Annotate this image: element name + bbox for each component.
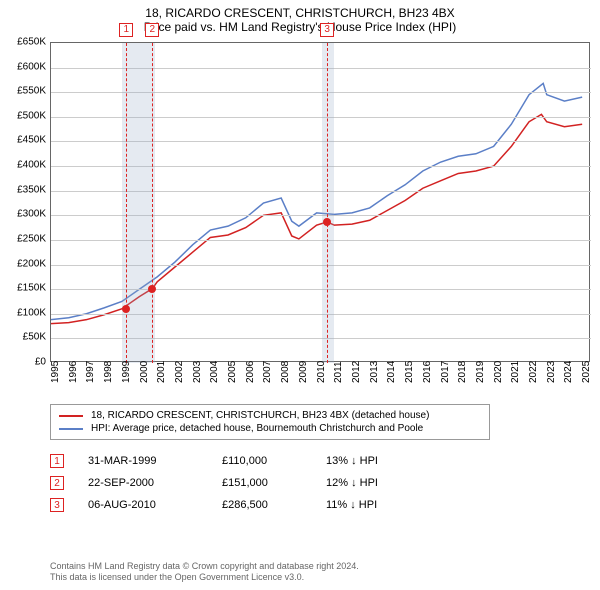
- x-tick-label: 2016: [422, 361, 433, 383]
- x-tick-label: 2003: [192, 361, 203, 383]
- y-tick-label: £650K: [2, 37, 46, 48]
- y-tick-label: £0: [2, 357, 46, 368]
- y-tick-label: £450K: [2, 135, 46, 146]
- legend-item-property: 18, RICARDO CRESCENT, CHRISTCHURCH, BH23…: [59, 409, 481, 422]
- x-tick-label: 2012: [351, 361, 362, 383]
- legend-label-hpi: HPI: Average price, detached house, Bour…: [91, 423, 423, 434]
- transaction-date: 22-SEP-2000: [88, 477, 198, 489]
- transaction-price: £151,000: [222, 477, 302, 489]
- x-tick-label: 2024: [563, 361, 574, 383]
- attribution: Contains HM Land Registry data © Crown c…: [50, 561, 570, 584]
- transaction-delta: 11% ↓ HPI: [326, 499, 416, 511]
- x-tick-label: 2004: [209, 361, 220, 383]
- x-tick-label: 2000: [139, 361, 150, 383]
- plot-area: 123: [50, 42, 590, 362]
- x-tick-label: 2001: [156, 361, 167, 383]
- x-tick-label: 1999: [121, 361, 132, 383]
- legend: 18, RICARDO CRESCENT, CHRISTCHURCH, BH23…: [50, 404, 490, 440]
- x-tick-label: 2017: [440, 361, 451, 383]
- footer-line2: This data is licensed under the Open Gov…: [50, 572, 570, 584]
- transaction-price: £110,000: [222, 455, 302, 467]
- legend-item-hpi: HPI: Average price, detached house, Bour…: [59, 422, 481, 435]
- transaction-row: 1 31-MAR-1999 £110,000 13% ↓ HPI: [50, 450, 550, 472]
- y-tick-label: £550K: [2, 86, 46, 97]
- transactions-table: 1 31-MAR-1999 £110,000 13% ↓ HPI 2 22-SEP-200…: [50, 450, 550, 516]
- transaction-badge: 3: [50, 498, 64, 512]
- transaction-price: £286,500: [222, 499, 302, 511]
- y-tick-label: £500K: [2, 110, 46, 121]
- transaction-delta: 12% ↓ HPI: [326, 477, 416, 489]
- x-tick-label: 2025: [581, 361, 592, 383]
- legend-label-property: 18, RICARDO CRESCENT, CHRISTCHURCH, BH23…: [91, 410, 429, 421]
- chart: 123 199519961997199819992000200120022003…: [50, 42, 590, 362]
- x-tick-label: 1995: [50, 361, 61, 383]
- y-tick-label: £250K: [2, 233, 46, 244]
- event-dot-3: [323, 218, 331, 226]
- y-tick-label: £300K: [2, 209, 46, 220]
- event-marker-3: 3: [320, 23, 334, 37]
- event-dot-1: [122, 305, 130, 313]
- event-line: [126, 43, 127, 363]
- x-tick-label: 2023: [546, 361, 557, 383]
- x-tick-label: 2010: [316, 361, 327, 383]
- y-tick-label: £350K: [2, 184, 46, 195]
- page-subtitle: Price paid vs. HM Land Registry's House …: [0, 20, 600, 38]
- y-tick-label: £100K: [2, 307, 46, 318]
- y-tick-label: £150K: [2, 283, 46, 294]
- x-tick-label: 2005: [227, 361, 238, 383]
- x-tick-label: 1997: [85, 361, 96, 383]
- x-tick-label: 1998: [103, 361, 114, 383]
- x-tick-label: 2008: [280, 361, 291, 383]
- x-tick-label: 2018: [457, 361, 468, 383]
- event-marker-1: 1: [119, 23, 133, 37]
- x-tick-label: 2002: [174, 361, 185, 383]
- x-tick-label: 2019: [475, 361, 486, 383]
- x-tick-label: 2009: [298, 361, 309, 383]
- transaction-date: 31-MAR-1999: [88, 455, 198, 467]
- x-tick-label: 2015: [404, 361, 415, 383]
- page-title: 18, RICARDO CRESCENT, CHRISTCHURCH, BH23…: [0, 0, 600, 20]
- y-tick-label: £400K: [2, 160, 46, 171]
- x-tick-label: 2011: [333, 361, 344, 383]
- event-line: [152, 43, 153, 363]
- x-tick-label: 2007: [262, 361, 273, 383]
- x-tick-label: 1996: [68, 361, 79, 383]
- transaction-delta: 13% ↓ HPI: [326, 455, 416, 467]
- event-marker-2: 2: [145, 23, 159, 37]
- y-tick-label: £200K: [2, 258, 46, 269]
- x-tick-label: 2020: [493, 361, 504, 383]
- x-tick-label: 2022: [528, 361, 539, 383]
- legend-swatch-property: [59, 415, 83, 417]
- transaction-badge: 2: [50, 476, 64, 490]
- chart-container: 18, RICARDO CRESCENT, CHRISTCHURCH, BH23…: [0, 0, 600, 590]
- legend-swatch-hpi: [59, 428, 83, 430]
- x-tick-label: 2014: [386, 361, 397, 383]
- transaction-row: 3 06-AUG-2010 £286,500 11% ↓ HPI: [50, 494, 550, 516]
- x-tick-label: 2013: [369, 361, 380, 383]
- x-tick-label: 2021: [510, 361, 521, 383]
- event-dot-2: [148, 285, 156, 293]
- event-line: [327, 43, 328, 363]
- transaction-row: 2 22-SEP-2000 £151,000 12% ↓ HPI: [50, 472, 550, 494]
- transaction-badge: 1: [50, 454, 64, 468]
- footer-line1: Contains HM Land Registry data © Crown c…: [50, 561, 570, 573]
- y-tick-label: £50K: [2, 332, 46, 343]
- x-tick-label: 2006: [245, 361, 256, 383]
- y-tick-label: £600K: [2, 61, 46, 72]
- transaction-date: 06-AUG-2010: [88, 499, 198, 511]
